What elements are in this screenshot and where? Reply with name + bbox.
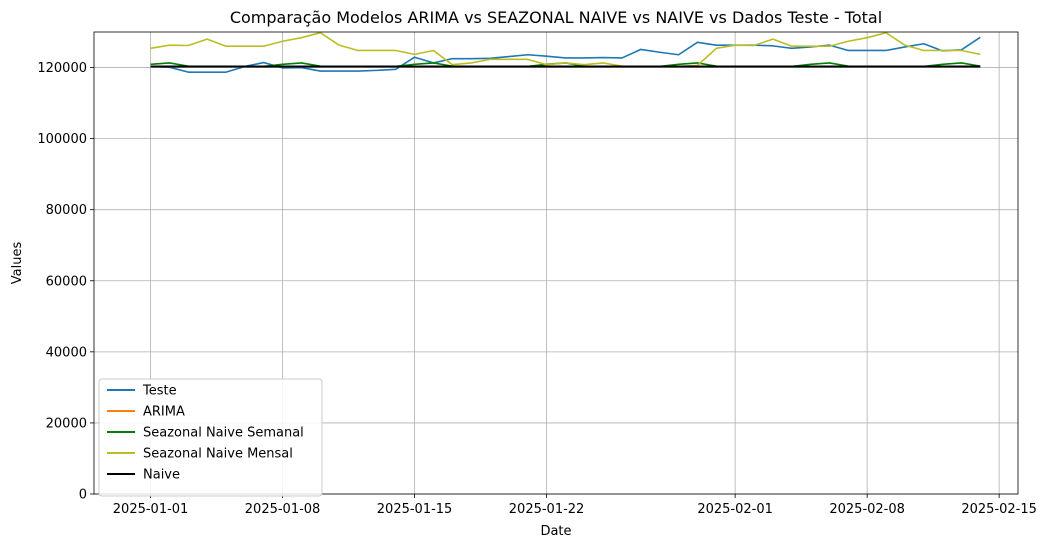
y-tick-label: 120000 bbox=[37, 61, 87, 76]
y-tick-label: 80000 bbox=[46, 203, 87, 218]
x-tick-label: 2025-01-08 bbox=[245, 502, 321, 517]
legend-entry: Teste bbox=[142, 384, 177, 399]
x-axis-label: Date bbox=[540, 524, 571, 539]
x-tick-label: 2025-01-01 bbox=[113, 502, 189, 517]
y-tick-label: 100000 bbox=[37, 132, 87, 147]
chart-title: Comparação Modelos ARIMA vs SEAZONAL NAI… bbox=[230, 8, 882, 27]
y-tick-label: 0 bbox=[79, 488, 87, 503]
x-tick-label: 2025-01-15 bbox=[377, 502, 453, 517]
legend-entry: ARIMA bbox=[143, 405, 185, 420]
legend-box bbox=[98, 378, 323, 497]
x-tick-label: 2025-02-15 bbox=[961, 502, 1037, 517]
legend: Teste ARIMA Seazonal Naive Semanal Seazonal… bbox=[98, 378, 323, 497]
y-tick-label: 40000 bbox=[46, 345, 87, 360]
x-tick-label: 2025-02-01 bbox=[697, 502, 773, 517]
x-tick-label: 2025-02-08 bbox=[829, 502, 905, 517]
y-axis: 0 20000 40000 60000 80000 100000 120000 bbox=[37, 61, 94, 503]
grid-lines bbox=[94, 32, 1018, 495]
x-axis: 2025-01-01 2025-01-08 2025-01-15 2025-01-22… bbox=[113, 494, 1037, 517]
y-tick-label: 60000 bbox=[46, 274, 87, 289]
series-line-teste bbox=[150, 36, 981, 73]
x-tick-label: 2025-01-22 bbox=[509, 502, 585, 517]
series-lines bbox=[150, 31, 981, 73]
legend-entry: Seazonal Naive Semanal bbox=[143, 426, 304, 441]
legend-entry: Seazonal Naive Mensal bbox=[143, 447, 293, 462]
series-line-seazonal-naive-mensal bbox=[150, 31, 981, 68]
y-axis-label: Values bbox=[10, 242, 25, 285]
plot-area-frame bbox=[93, 31, 1019, 495]
y-tick-label: 20000 bbox=[46, 416, 87, 431]
legend-entry: Naive bbox=[143, 468, 180, 483]
